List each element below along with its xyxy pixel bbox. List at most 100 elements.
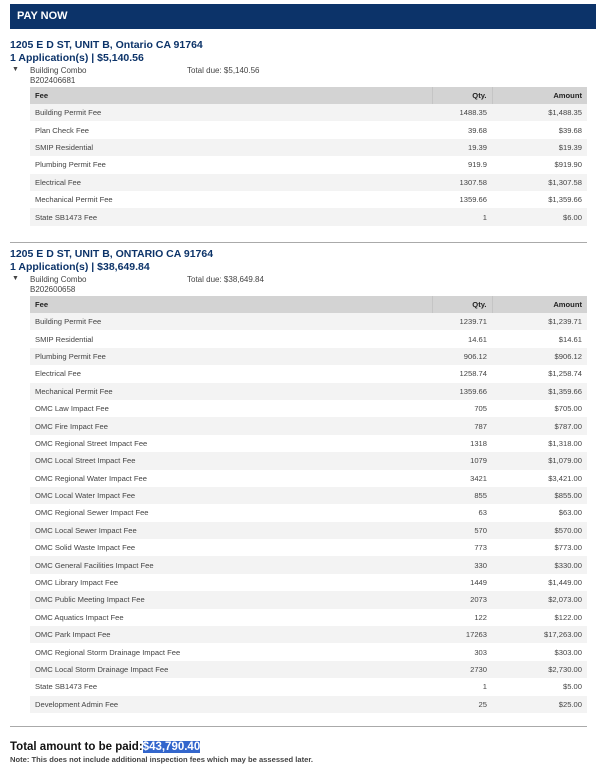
fee-qty: 19.39 — [432, 138, 492, 157]
fee-qty: 330 — [432, 556, 492, 574]
fee-qty: 1359.66 — [432, 382, 492, 400]
table-row: State SB1473 Fee 1 $5.00 — [30, 678, 587, 695]
table-row: OMC Park Impact Fee 17263 $17,263.00 — [30, 626, 587, 644]
table-header: Fee Qty. Amount — [30, 296, 587, 313]
fee-amount: $5.00 — [562, 682, 582, 692]
fee-amount: $570.00 — [492, 521, 587, 540]
table-row: OMC Local Storm Drainage Impact Fee 2730 $… — [30, 660, 587, 679]
fee-qty: 39.68 — [467, 125, 487, 135]
table-row: Development Admin Fee 25 $25.00 — [30, 695, 587, 713]
fee-qty: 1079 — [432, 452, 492, 470]
fee-amount: $919.90 — [554, 160, 582, 170]
fee-amount: $25.00 — [492, 695, 587, 713]
table-row: SMIP Residential 19.39 $19.39 — [30, 138, 587, 157]
table-row: Plumbing Permit Fee 906.12 $906.12 — [30, 347, 587, 366]
fee-name: OMC Local Storm Drainage Impact Fee — [30, 660, 432, 679]
fee-qty: 303 — [474, 647, 487, 657]
fee-amount: $1,359.66 — [548, 195, 582, 205]
fee-name: Electrical Fee — [30, 173, 432, 191]
fee-name: OMC Park Impact Fee — [30, 626, 432, 644]
fee-qty: 3421 — [470, 473, 487, 483]
fee-amount: $855.00 — [492, 486, 587, 505]
fee-amount: $1,258.74 — [548, 369, 582, 379]
fee-amount: $1,449.00 — [548, 578, 582, 588]
fee-amount: $1,359.66 — [492, 382, 587, 400]
collapse-triangle-icon[interactable]: ▼ — [12, 66, 19, 73]
fee-name: SMIP Residential — [35, 334, 94, 344]
table-row: OMC Regional Storm Drainage Impact Fee 30… — [30, 643, 587, 660]
table-row: OMC Solid Waste Impact Fee 773 $773.00 — [30, 539, 587, 556]
table-row: OMC Local Sewer Impact Fee 570 $570.00 — [30, 521, 587, 540]
note: Note: This does not include additional i… — [10, 755, 313, 764]
fee-qty: 1307.58 — [432, 173, 492, 191]
fee-qty: 122 — [474, 612, 487, 622]
table-row: OMC Public Meeting Impact Fee 2073 $2,073.… — [30, 591, 587, 609]
fee-name: Building Permit Fee — [30, 313, 432, 331]
fee-qty: 1258.74 — [459, 369, 487, 379]
table-row: Electrical Fee 1307.58 $1,307.58 — [30, 173, 587, 191]
fee-amount: $6.00 — [492, 208, 587, 226]
application-summary: 1 Application(s) | $5,140.56 — [10, 52, 144, 64]
application-section: 1205 E D ST, UNIT B, Ontario CA 91764 1 … — [10, 39, 587, 226]
fee-name: Mechanical Permit Fee — [35, 195, 113, 205]
fee-qty: 14.61 — [467, 334, 487, 344]
fee-qty: 855 — [432, 486, 492, 505]
table-row: Electrical Fee 1258.74 $1,258.74 — [30, 365, 587, 382]
total-due: Total due: $38,649.84 — [187, 275, 264, 284]
table-row: OMC Aquatics Impact Fee 122 $122.00 — [30, 609, 587, 626]
fee-amount: $787.00 — [492, 417, 587, 435]
fee-amount: $3,421.00 — [548, 473, 582, 483]
fee-amount: $2,073.00 — [492, 591, 587, 609]
fee-name: OMC General Facilities Impact Fee — [30, 556, 432, 574]
fee-amount: $19.39 — [492, 138, 587, 157]
table-row: OMC Regional Sewer Impact Fee 63 $63.00 — [30, 504, 587, 521]
fee-name: OMC Public Meeting Impact Fee — [30, 591, 432, 609]
fee-amount: $1,318.00 — [548, 438, 582, 448]
fee-qty: 705 — [474, 404, 487, 414]
fee-name: OMC Library Impact Fee — [35, 578, 119, 588]
table-row: Plumbing Permit Fee 919.9 $919.90 — [30, 156, 587, 173]
fee-qty: 787 — [432, 417, 492, 435]
amount-header: Amount — [491, 87, 587, 104]
fee-qty: 1239.71 — [432, 313, 492, 331]
fee-qty: 2730 — [432, 660, 492, 679]
fee-amount: $330.00 — [492, 556, 587, 574]
amount-header: Amount — [491, 296, 587, 313]
fee-name: State SB1473 Fee — [30, 208, 432, 226]
fee-amount: $1,307.58 — [492, 173, 587, 191]
fee-name: OMC Regional Street Impact Fee — [35, 438, 148, 448]
total-value: $43,790.40 — [142, 741, 201, 753]
qty-header: Qty. — [431, 296, 492, 313]
fee-amount: $303.00 — [554, 647, 582, 657]
fee-name: SMIP Residential — [30, 138, 432, 157]
table-row: OMC Local Street Impact Fee 1079 $1,079.00 — [30, 452, 587, 470]
fee-table: Fee Qty. Amount Building Permit Fee 1239.71 $… — [30, 296, 587, 713]
application-number: B202600658 — [30, 285, 76, 294]
fee-qty: 63 — [478, 508, 487, 518]
fee-qty: 919.9 — [467, 160, 487, 170]
fee-name: OMC Local Water Impact Fee — [30, 486, 432, 505]
fee-qty: 773 — [474, 543, 487, 553]
fee-name: Electrical Fee — [35, 369, 82, 379]
fee-amount: $1,079.00 — [492, 452, 587, 470]
grand-total: Total amount to be paid:$43,790.40 — [10, 741, 201, 753]
application-summary: 1 Application(s) | $38,649.84 — [10, 261, 150, 273]
collapse-triangle-icon[interactable]: ▼ — [12, 275, 19, 282]
table-row: Mechanical Permit Fee 1359.66 $1,359.66 — [30, 382, 587, 400]
table-row: OMC Fire Impact Fee 787 $787.00 — [30, 417, 587, 435]
fee-table: Fee Qty. Amount Building Permit Fee 1488.35 $… — [30, 87, 587, 226]
fee-header: Fee — [30, 87, 432, 104]
qty-header: Qty. — [431, 87, 492, 104]
fee-amount: $1,488.35 — [492, 104, 587, 122]
fee-qty: 1 — [432, 208, 492, 226]
table-row: OMC Regional Street Impact Fee 1318 $1,318… — [30, 435, 587, 452]
fee-qty: 1318 — [470, 438, 487, 448]
fee-name: OMC Solid Waste Impact Fee — [35, 543, 136, 553]
fee-name: Plumbing Permit Fee — [35, 160, 106, 170]
fee-name: OMC Law Impact Fee — [35, 404, 109, 414]
divider — [10, 242, 587, 243]
fee-name: State SB1473 Fee — [35, 682, 98, 692]
fee-amount: $63.00 — [558, 508, 582, 518]
address: 1205 E D ST, UNIT B, ONTARIO CA 91764 — [10, 248, 214, 260]
table-row: OMC General Facilities Impact Fee 330 $330… — [30, 556, 587, 574]
